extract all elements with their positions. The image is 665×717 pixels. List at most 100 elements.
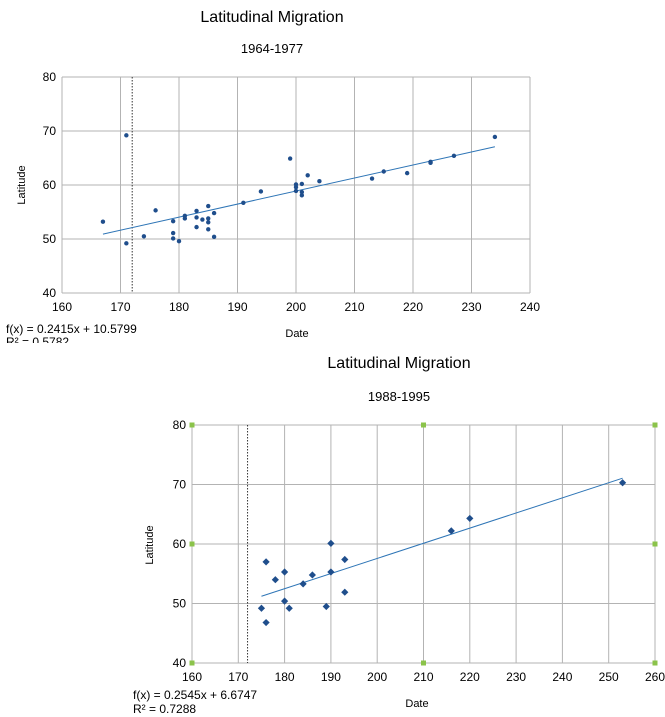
x-tick-label: 200 <box>367 670 387 684</box>
data-point <box>262 558 270 566</box>
x-tick-label: 220 <box>460 670 480 684</box>
clip-band <box>0 343 665 359</box>
data-point <box>381 169 386 174</box>
data-point <box>492 134 498 140</box>
chart-1964-1977: Latitudinal Migration 1964-1977 160 170 18… <box>6 9 540 349</box>
trendline-equation: f(x) = 0.2415x + 10.5799 <box>6 322 137 336</box>
data-point <box>206 227 211 232</box>
x-tick-label: 190 <box>227 300 247 314</box>
data-point <box>194 215 199 220</box>
y-tick-label: 80 <box>173 418 187 432</box>
x-axis-label: Date <box>405 698 428 710</box>
data-point <box>176 238 182 244</box>
y-axis-label: Latitude <box>16 165 28 204</box>
data-point <box>170 236 176 241</box>
trendline <box>261 477 623 597</box>
data-point <box>466 514 474 523</box>
data-point <box>293 188 299 194</box>
data-point <box>124 133 129 138</box>
data-point <box>305 173 310 178</box>
data-point <box>281 568 289 576</box>
y-tick-label: 70 <box>43 124 57 138</box>
y-tick-label: 60 <box>43 178 57 192</box>
data-point <box>322 602 330 611</box>
selection-handle <box>189 660 195 666</box>
x-tick-label: 240 <box>552 670 572 684</box>
x-tick-label: 170 <box>110 300 130 314</box>
data-point <box>451 153 457 159</box>
data-point <box>299 189 305 195</box>
data-point <box>194 208 199 214</box>
y-tick-label: 50 <box>173 597 187 611</box>
plot-area: 160 170 180 190 200 210 220 230 240 250 260 40 50 60 7… <box>173 418 665 684</box>
data-point <box>258 189 264 194</box>
data-point <box>206 220 211 225</box>
y-tick-label: 80 <box>43 70 57 84</box>
data-point <box>308 571 316 579</box>
data-point <box>287 156 293 161</box>
data-point <box>369 176 375 181</box>
data-point <box>200 217 205 222</box>
y-axis-label: Latitude <box>144 525 156 564</box>
data-point <box>194 224 199 230</box>
x-tick-label: 260 <box>645 670 665 684</box>
x-tick-label: 200 <box>286 300 306 314</box>
data-point <box>447 527 455 535</box>
x-tick-label: 160 <box>52 300 72 314</box>
data-point <box>271 576 279 584</box>
data-point <box>211 234 217 240</box>
selection-handle <box>421 422 426 428</box>
chart-title: Latitudinal Migration <box>200 9 343 26</box>
selection-handle <box>189 541 195 547</box>
trendline-equation: f(x) = 0.2545x + 6.6747 <box>133 688 257 702</box>
x-tick-label: 250 <box>599 670 619 684</box>
data-point <box>341 588 349 596</box>
x-tick-label: 210 <box>344 300 364 314</box>
selection-handle <box>652 541 658 547</box>
data-point <box>317 179 322 184</box>
data-point <box>100 219 106 224</box>
data-point <box>182 216 188 221</box>
r-squared-label: R² = 0.7288 <box>133 702 196 716</box>
data-point <box>257 604 266 612</box>
x-tick-label: 230 <box>506 670 526 684</box>
plot-area: 160 170 180 190 200 210 220 230 240 40 50 60 70 80 <box>43 70 541 314</box>
data-point <box>341 555 349 564</box>
selection-handle <box>421 660 426 666</box>
data-point <box>206 203 211 209</box>
data-point <box>428 159 433 164</box>
data-point <box>206 216 211 221</box>
x-tick-label: 240 <box>520 300 540 314</box>
x-tick-label: 190 <box>321 670 341 684</box>
y-tick-label: 40 <box>173 656 187 670</box>
data-point <box>170 218 176 224</box>
x-tick-label: 160 <box>182 670 202 684</box>
y-tick-label: 40 <box>43 286 57 300</box>
x-tick-label: 170 <box>228 670 248 684</box>
data-point <box>299 181 305 187</box>
data-point <box>404 170 410 176</box>
chart-subtitle: 1988-1995 <box>368 389 430 404</box>
x-tick-label: 180 <box>275 670 295 684</box>
data-point <box>262 618 270 627</box>
y-tick-label: 60 <box>173 537 187 551</box>
trendline <box>102 146 496 235</box>
selection-handle <box>652 422 658 428</box>
data-point <box>124 241 129 246</box>
x-tick-label: 180 <box>169 300 189 314</box>
x-tick-label: 220 <box>403 300 423 314</box>
data-point <box>299 580 307 588</box>
data-point <box>211 210 217 216</box>
data-point <box>327 539 335 548</box>
data-point <box>170 230 176 236</box>
data-point <box>285 604 293 612</box>
data-point <box>618 479 627 487</box>
chart-1988-1995: Latitudinal Migration 1988-1995 160 170 18… <box>133 355 665 716</box>
x-tick-label: 210 <box>413 670 433 684</box>
data-point <box>241 200 246 206</box>
x-tick-label: 230 <box>461 300 481 314</box>
data-point <box>293 184 299 190</box>
y-tick-label: 50 <box>43 232 57 246</box>
y-tick-label: 70 <box>173 478 187 492</box>
